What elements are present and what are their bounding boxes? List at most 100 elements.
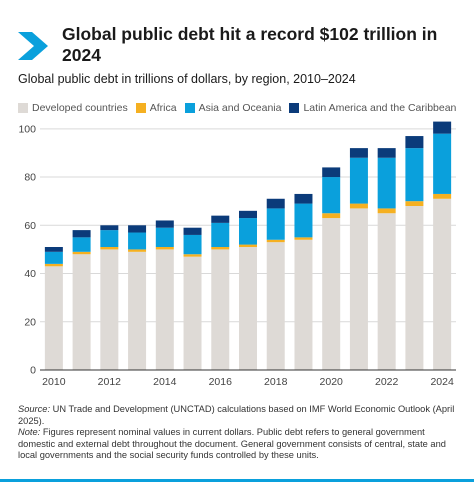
- bar-2021-series-1: [349, 203, 368, 209]
- bar-2022-series-1: [377, 208, 396, 214]
- bar-2010-series-1: [44, 263, 63, 267]
- legend-item-0: Developed countries: [18, 102, 128, 114]
- bar-2017-series-1: [239, 244, 257, 247]
- footnote: Source: UN Trade and Development (UNCTAD…: [18, 404, 462, 462]
- legend-label: Africa: [149, 102, 177, 114]
- y-tick-label: 20: [24, 316, 36, 328]
- bar-2011-series-0: [72, 254, 91, 370]
- bar-2010-series-3: [44, 247, 63, 252]
- bar-2021-series-3: [349, 148, 368, 158]
- bar-2019-series-2: [294, 203, 313, 238]
- bar-2012-series-0: [100, 249, 119, 370]
- bar-2018-series-2: [266, 208, 285, 240]
- bar-2019-series-1: [294, 237, 313, 240]
- legend-swatch: [18, 103, 28, 113]
- bar-2018-series-0: [266, 242, 285, 370]
- y-tick-label: 40: [24, 268, 36, 280]
- legend-label: Latin America and the Caribbean: [303, 102, 457, 114]
- bar-2023-series-0: [405, 206, 424, 370]
- bar-2023-series-3: [405, 136, 424, 149]
- bar-2013-series-2: [128, 232, 147, 250]
- legend-swatch: [289, 103, 300, 113]
- legend-item-3: Latin America and the Caribbean: [289, 102, 456, 114]
- bar-2013-series-3: [128, 225, 147, 233]
- bar-2017-series-0: [239, 247, 257, 370]
- y-tick-label: 0: [30, 365, 36, 377]
- bar-2010-series-2: [44, 251, 63, 264]
- note-line: Note: Figures represent nominal values i…: [18, 427, 462, 462]
- bottom-rule: [0, 479, 474, 482]
- x-tick-label: 2022: [375, 376, 399, 388]
- source-label: Source:: [18, 404, 51, 414]
- bar-2019-series-3: [294, 193, 313, 204]
- bar-2011-series-3: [72, 230, 91, 238]
- x-tick-label: 2010: [42, 376, 66, 388]
- legend-item-2: Asia and Oceania: [184, 102, 282, 114]
- bar-2020-series-0: [322, 218, 341, 370]
- bar-2017-series-2: [239, 218, 257, 245]
- chart-subtitle: Global public debt in trillions of dolla…: [18, 72, 356, 86]
- legend-item-1: Africa: [135, 102, 177, 114]
- bar-2015-series-0: [183, 256, 202, 370]
- x-tick-label: 2014: [153, 376, 177, 388]
- bar-2020-series-3: [322, 167, 341, 178]
- stacked-bar-chart: 0 20 40 60 80 100 2010 2012 2014 2016 2018 2020 2022…: [18, 121, 456, 388]
- bar-2020-series-1: [322, 213, 341, 219]
- x-tick-label: 2020: [320, 376, 344, 388]
- bar-2019-series-0: [294, 239, 313, 370]
- bar-2016-series-3: [211, 215, 230, 223]
- bar-2024-series-1: [433, 193, 452, 199]
- legend-label: Developed countries: [32, 102, 128, 114]
- source-text: UN Trade and Development (UNCTAD) calcul…: [18, 404, 455, 426]
- bar-2014-series-1: [155, 247, 174, 250]
- bar-2016-series-1: [211, 247, 230, 250]
- bar-2011-series-2: [72, 237, 91, 252]
- bar-2022-series-2: [377, 157, 396, 209]
- bar-2022-series-3: [377, 148, 396, 158]
- chart-title: Global public debt hit a record $102 tri…: [62, 24, 438, 65]
- source-line: Source: UN Trade and Development (UNCTAD…: [18, 404, 462, 427]
- chevron-right-icon: [18, 32, 48, 60]
- bar-2014-series-3: [155, 220, 174, 228]
- bar-2021-series-2: [349, 157, 368, 204]
- bar-2016-series-2: [211, 222, 230, 247]
- legend-label: Asia and Oceania: [198, 102, 282, 114]
- y-tick-label: 80: [24, 172, 36, 184]
- bar-2015-series-2: [183, 234, 202, 255]
- note-text: Figures represent nominal values in curr…: [18, 427, 446, 460]
- bar-2013-series-1: [128, 249, 147, 252]
- bar-2016-series-0: [211, 249, 230, 370]
- bar-2020-series-2: [322, 177, 341, 214]
- bar-2015-series-1: [183, 254, 202, 257]
- legend-swatch: [184, 103, 195, 113]
- legend: Developed countries Africa Asia and Oceani…: [18, 100, 468, 116]
- bar-2018-series-1: [266, 239, 285, 243]
- y-tick-label: 60: [24, 220, 36, 232]
- bar-2014-series-2: [155, 227, 174, 247]
- x-tick-label: 2024: [430, 376, 454, 388]
- bar-2014-series-0: [155, 249, 174, 370]
- legend-swatch: [135, 103, 146, 113]
- bar-2023-series-2: [405, 148, 424, 202]
- bar-2015-series-3: [183, 227, 202, 235]
- bar-2012-series-1: [100, 247, 119, 250]
- x-tick-label: 2018: [264, 376, 288, 388]
- bar-2021-series-0: [349, 208, 368, 370]
- x-tick-label: 2012: [98, 376, 122, 388]
- bar-2017-series-3: [239, 210, 257, 219]
- bar-2024-series-3: [433, 121, 452, 134]
- bar-2012-series-3: [100, 225, 119, 231]
- bar-2011-series-1: [72, 251, 91, 255]
- bar-2022-series-0: [377, 213, 396, 370]
- x-tick-label: 2016: [209, 376, 233, 388]
- bar-2013-series-0: [128, 251, 147, 370]
- bar-2010-series-0: [44, 266, 63, 370]
- y-tick-label: 100: [18, 123, 36, 135]
- bar-2024-series-2: [433, 133, 452, 194]
- bar-2023-series-1: [405, 201, 424, 206]
- header: Global public debt hit a record $102 tri…: [0, 10, 474, 66]
- note-label: Note:: [18, 427, 41, 437]
- bar-2018-series-3: [266, 198, 285, 209]
- bar-2012-series-2: [100, 230, 119, 247]
- bar-2024-series-0: [433, 198, 452, 370]
